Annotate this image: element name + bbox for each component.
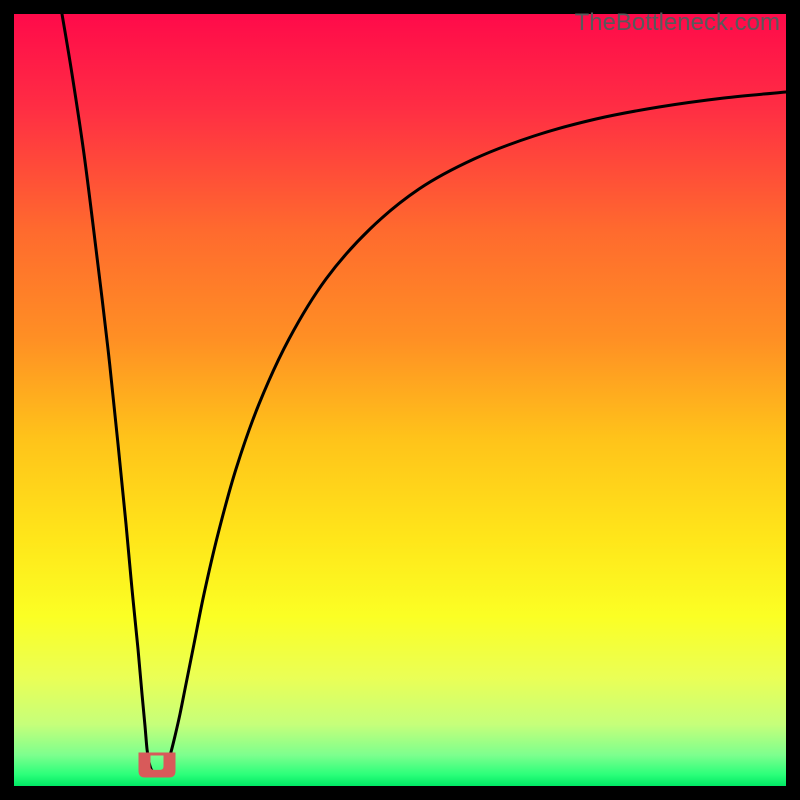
- watermark-text: TheBottleneck.com: [575, 9, 780, 37]
- chart-container: TheBottleneck.com: [0, 0, 800, 800]
- gradient-background: [14, 14, 786, 786]
- chart-svg: [0, 0, 800, 800]
